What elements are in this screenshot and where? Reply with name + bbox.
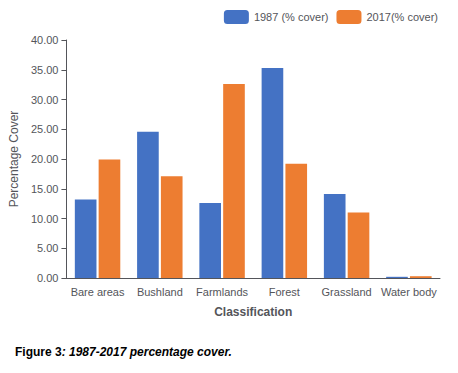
svg-text:Classification: Classification	[214, 305, 292, 319]
svg-text:Grassland: Grassland	[322, 286, 372, 298]
svg-text:: 1987-2017 percentage cover.: : 1987-2017 percentage cover.	[62, 345, 232, 359]
svg-text:Figure 3: Figure 3	[15, 345, 62, 359]
svg-text:0.00: 0.00	[37, 272, 58, 284]
svg-text:35.00: 35.00	[31, 64, 59, 76]
svg-text:40.00: 40.00	[31, 34, 59, 46]
svg-text:1987 (% cover): 1987 (% cover)	[254, 11, 329, 23]
svg-text:Bushland: Bushland	[137, 286, 183, 298]
svg-text:30.00: 30.00	[31, 94, 59, 106]
svg-text:20.00: 20.00	[31, 153, 59, 165]
svg-text:25.00: 25.00	[31, 123, 59, 135]
svg-text:5.00: 5.00	[37, 242, 58, 254]
svg-text:Water body: Water body	[381, 286, 437, 298]
svg-text:10.00: 10.00	[31, 213, 59, 225]
svg-text:Forest: Forest	[269, 286, 300, 298]
svg-text:Farmlands: Farmlands	[196, 286, 248, 298]
svg-text:2017(% cover): 2017(% cover)	[366, 11, 438, 23]
svg-text:15.00: 15.00	[31, 183, 59, 195]
svg-text:Bare areas: Bare areas	[71, 286, 125, 298]
svg-text:Percentage Cover: Percentage Cover	[7, 111, 21, 208]
